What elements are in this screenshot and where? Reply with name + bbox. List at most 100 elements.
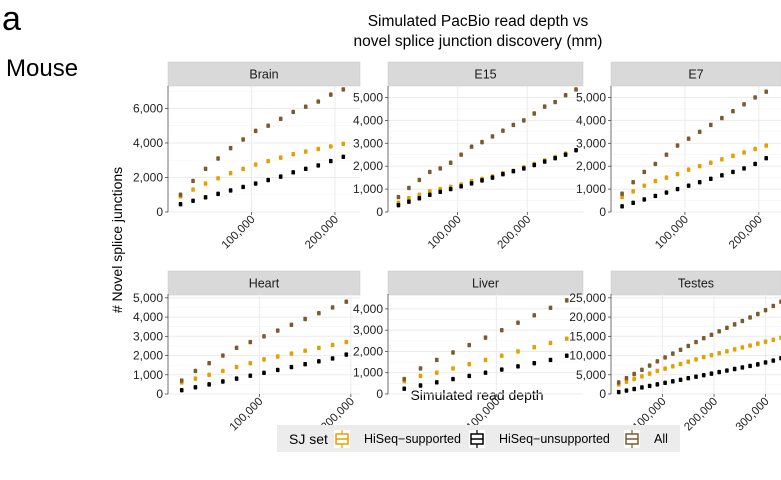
point-unsupported	[303, 361, 307, 367]
point-unsupported	[203, 195, 208, 200]
point-unsupported	[725, 368, 729, 373]
point-supported	[207, 372, 211, 377]
point-supported	[278, 155, 283, 160]
point-unsupported	[469, 181, 474, 186]
x-axis-label: Simulated read depth	[410, 387, 543, 403]
y-tick-label: 3,000	[133, 329, 163, 343]
facet-e15: E15 0 1,000 2,000 3,000 4,000 5,000 100,000 200,…	[353, 61, 584, 252]
point-all	[396, 194, 401, 200]
point-all	[574, 87, 578, 92]
point-unsupported	[480, 178, 484, 183]
facet-strip	[167, 61, 361, 87]
point-all	[467, 342, 472, 348]
point-supported	[262, 357, 266, 362]
point-all	[632, 371, 636, 377]
facet-strip	[387, 270, 584, 296]
point-all	[193, 368, 198, 374]
y-tick-label: 0	[156, 387, 163, 401]
point-supported	[671, 364, 675, 369]
facet-panels: Brain 0 2,000 4,000 6,000 100,000 200,000 E15 0 1…	[133, 61, 781, 434]
point-all	[262, 334, 266, 339]
point-unsupported	[191, 198, 195, 203]
point-unsupported	[709, 371, 714, 376]
point-supported	[434, 370, 439, 375]
y-tick-label: 1,000	[576, 182, 606, 196]
point-all	[483, 335, 488, 340]
point-all	[207, 361, 211, 366]
y-tick-label: 2,000	[353, 344, 383, 358]
point-unsupported	[697, 180, 702, 185]
point-all	[303, 316, 307, 322]
point-unsupported	[742, 166, 746, 171]
point-all	[642, 169, 647, 175]
point-supported	[686, 359, 691, 364]
point-supported	[640, 374, 644, 379]
point-supported	[624, 379, 629, 384]
legend-key-all	[624, 430, 640, 448]
point-supported	[697, 163, 702, 169]
point-unsupported	[756, 362, 760, 367]
point-all	[434, 357, 439, 363]
legend-title: SJ set	[289, 431, 328, 447]
point-unsupported	[542, 159, 547, 164]
point-all	[221, 353, 225, 358]
point-all	[647, 363, 652, 368]
point-all	[511, 122, 516, 128]
point-unsupported	[193, 385, 198, 390]
point-supported	[663, 366, 667, 371]
point-all	[709, 332, 714, 337]
point-supported	[756, 341, 760, 346]
point-unsupported	[344, 352, 349, 357]
point-unsupported	[234, 376, 239, 381]
facet-strip-title: Heart	[249, 277, 280, 291]
facet-strip	[167, 270, 361, 296]
y-tick-label: 1,000	[353, 182, 383, 196]
point-all	[616, 380, 621, 385]
y-tick-label: 4,000	[133, 310, 163, 324]
point-supported	[709, 352, 714, 358]
point-all	[266, 123, 270, 128]
point-all	[241, 137, 245, 142]
y-tick-label: 0	[156, 205, 163, 219]
point-unsupported	[501, 172, 505, 177]
point-supported	[632, 376, 636, 382]
y-tick-label: 2,000	[576, 159, 606, 173]
point-supported	[701, 354, 706, 360]
point-unsupported	[631, 200, 635, 206]
point-all	[663, 355, 667, 360]
point-supported	[216, 176, 220, 181]
y-tick-label: 0	[376, 387, 383, 401]
point-unsupported	[632, 386, 636, 392]
point-unsupported	[207, 382, 211, 387]
point-all	[640, 367, 644, 372]
point-unsupported	[289, 364, 294, 370]
point-unsupported	[686, 183, 691, 188]
facet-testes: Testes05,00010,00015,00020,00025,000100,…	[569, 270, 781, 434]
point-all	[448, 160, 453, 165]
point-unsupported	[532, 162, 537, 168]
point-all	[771, 303, 776, 309]
point-all	[678, 347, 683, 352]
point-unsupported	[564, 353, 569, 358]
facet-strip	[610, 61, 781, 87]
point-unsupported	[221, 379, 225, 384]
point-all	[248, 339, 253, 345]
x-tick-label: 100,000	[220, 214, 258, 252]
y-tick-label: 0	[376, 205, 383, 219]
point-supported	[499, 353, 504, 358]
point-supported	[451, 366, 455, 371]
point-unsupported	[516, 364, 520, 369]
point-supported	[418, 373, 423, 379]
point-all	[253, 128, 258, 134]
point-unsupported	[574, 147, 578, 153]
point-all	[451, 350, 455, 355]
point-supported	[742, 150, 746, 155]
point-unsupported	[532, 360, 537, 366]
point-unsupported	[624, 388, 629, 393]
point-unsupported	[427, 192, 432, 198]
point-unsupported	[407, 199, 411, 204]
point-unsupported	[678, 377, 683, 382]
point-unsupported	[262, 370, 266, 376]
point-all	[278, 116, 283, 121]
point-all	[675, 143, 680, 148]
